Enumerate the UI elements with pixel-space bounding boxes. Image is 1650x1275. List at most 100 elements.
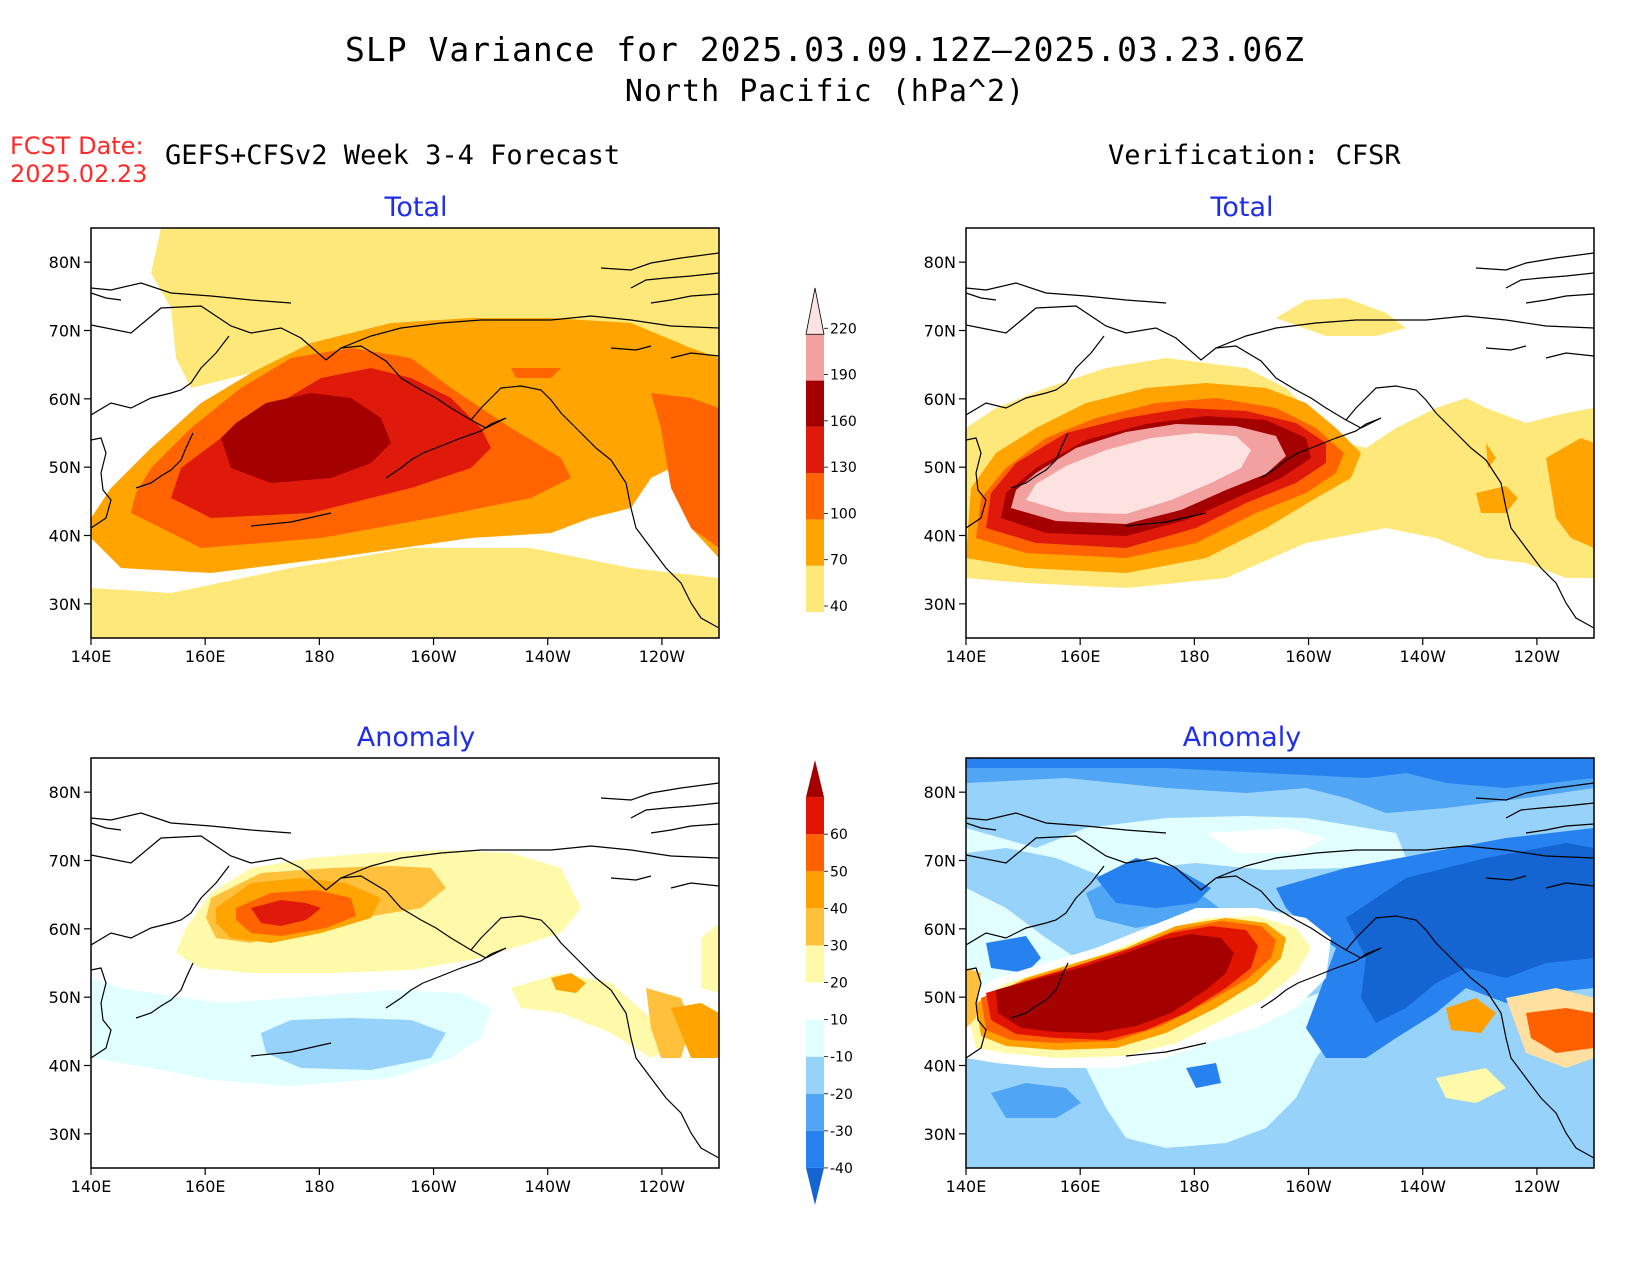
lat-tick-label: 80N xyxy=(49,783,81,802)
colorbar-segment xyxy=(806,519,824,566)
lat-tick-label: 30N xyxy=(924,595,956,614)
lon-tick-label: 160W xyxy=(1285,647,1332,666)
colorbar-segment xyxy=(806,797,824,835)
lon-tick-label: 140E xyxy=(71,1177,112,1196)
colorbar-anomaly: -40 -30 -20 -10 10 20 30 40 50 60 xyxy=(806,760,853,1205)
colorbar-label: 70 xyxy=(830,553,848,569)
lon-tick-label: 120W xyxy=(1514,647,1561,666)
lat-tick-label: 60N xyxy=(49,390,81,409)
lat-tick-label: 40N xyxy=(924,527,956,546)
colorbar-label: 100 xyxy=(830,506,857,522)
colorbar-segment xyxy=(806,565,824,612)
colorbar-label: 10 xyxy=(830,1013,848,1029)
colorbar-label: -20 xyxy=(830,1087,853,1103)
colorbar-segment xyxy=(806,380,824,427)
lat-tick-label: 70N xyxy=(49,852,81,871)
colorbar-segment xyxy=(806,334,824,381)
lat-tick-label: 40N xyxy=(49,527,81,546)
lat-tick-label: 70N xyxy=(49,322,81,341)
figure-title-line1: SLP Variance for 2025.03.09.12Z–2025.03.… xyxy=(345,30,1305,69)
lon-tick-label: 120W xyxy=(639,1177,686,1196)
lon-tick-label: 120W xyxy=(1514,1177,1561,1196)
colorbar-label: 160 xyxy=(830,414,857,430)
colorbar-label: -40 xyxy=(830,1161,853,1177)
colorbar-label: 190 xyxy=(830,368,857,384)
colorbar-label: 220 xyxy=(830,321,857,337)
colorbar-segment xyxy=(806,760,824,798)
lon-tick-label: 180 xyxy=(304,1177,335,1196)
colorbar-label: 20 xyxy=(830,976,848,992)
colorbar-segment xyxy=(806,945,824,983)
lon-tick-label: 140W xyxy=(1400,647,1447,666)
lat-tick-label: 30N xyxy=(924,1125,956,1144)
verification-anomaly-title: Anomaly xyxy=(1182,722,1302,753)
colorbar-segment xyxy=(806,1093,824,1131)
lon-tick-label: 160W xyxy=(1285,1177,1332,1196)
colorbar-segment xyxy=(806,982,824,1020)
forecast-header: GEFS+CFSv2 Week 3-4 Forecast xyxy=(165,140,621,171)
colorbar-segment xyxy=(805,287,825,335)
colorbar-label: 50 xyxy=(830,864,848,880)
lon-tick-label: 180 xyxy=(304,647,335,666)
lon-tick-label: 140E xyxy=(71,647,112,666)
colorbar-label: -10 xyxy=(830,1050,853,1066)
forecast-date-label: FCST Date: xyxy=(10,132,144,160)
verification-total-title: Total xyxy=(1210,192,1274,223)
colorbar-segment xyxy=(806,1056,824,1094)
colorbar-segment xyxy=(806,1019,824,1057)
lat-tick-label: 60N xyxy=(924,920,956,939)
lat-tick-label: 60N xyxy=(49,920,81,939)
lat-tick-label: 40N xyxy=(49,1057,81,1076)
lon-tick-label: 160E xyxy=(185,647,226,666)
colorbar-segment xyxy=(806,426,824,474)
map-panel-forecast-anomaly xyxy=(90,757,720,1169)
lon-tick-label: 140W xyxy=(525,1177,572,1196)
lon-tick-label: 140W xyxy=(1400,1177,1447,1196)
forecast-total-title: Total xyxy=(384,192,448,223)
colorbar-segment xyxy=(806,834,824,872)
lat-tick-label: 80N xyxy=(49,253,81,272)
colorbar-label: 60 xyxy=(830,827,848,843)
forecast-date-value: 2025.02.23 xyxy=(10,160,148,188)
lon-tick-label: 180 xyxy=(1179,647,1210,666)
colorbar-segment xyxy=(806,908,824,946)
colorbar-label: 130 xyxy=(830,460,857,476)
lat-tick-label: 70N xyxy=(924,852,956,871)
lon-tick-label: 140E xyxy=(946,647,987,666)
map-panel-verification-anomaly xyxy=(965,757,1595,1169)
colorbar-segment xyxy=(806,1130,824,1168)
colorbar-label: 40 xyxy=(830,901,848,917)
lat-tick-label: 50N xyxy=(49,988,81,1007)
lon-tick-label: 180 xyxy=(1179,1177,1210,1196)
map-panel-verification-total xyxy=(965,227,1595,639)
lon-tick-label: 160E xyxy=(185,1177,226,1196)
lat-tick-label: 80N xyxy=(924,253,956,272)
verification-header: Verification: CFSR xyxy=(1108,140,1401,171)
lon-tick-label: 120W xyxy=(639,647,686,666)
lat-tick-label: 60N xyxy=(924,390,956,409)
map-panel-forecast-total xyxy=(90,227,720,639)
colorbar-segment xyxy=(806,871,824,909)
lon-tick-label: 160W xyxy=(410,647,457,666)
lat-tick-label: 50N xyxy=(49,458,81,477)
lat-tick-label: 70N xyxy=(924,322,956,341)
lon-tick-label: 160W xyxy=(410,1177,457,1196)
lat-tick-label: 40N xyxy=(924,1057,956,1076)
colorbar-label: 40 xyxy=(830,599,848,615)
colorbar-segment xyxy=(806,473,824,520)
figure-title-line2: North Pacific (hPa^2) xyxy=(624,74,1026,109)
lat-tick-label: 50N xyxy=(924,988,956,1007)
forecast-anomaly-title: Anomaly xyxy=(356,722,476,753)
lon-tick-label: 140E xyxy=(946,1177,987,1196)
colorbar-label: -30 xyxy=(830,1124,853,1140)
lon-tick-label: 160E xyxy=(1060,647,1101,666)
lat-tick-label: 30N xyxy=(49,595,81,614)
colorbar-label: 30 xyxy=(830,938,848,954)
lat-tick-label: 50N xyxy=(924,458,956,477)
lat-tick-label: 80N xyxy=(924,783,956,802)
lon-tick-label: 160E xyxy=(1060,1177,1101,1196)
colorbar-total: 40 70 100 130 160 190 220 xyxy=(805,287,857,615)
colorbar-segment xyxy=(806,1167,824,1205)
lat-tick-label: 30N xyxy=(49,1125,81,1144)
